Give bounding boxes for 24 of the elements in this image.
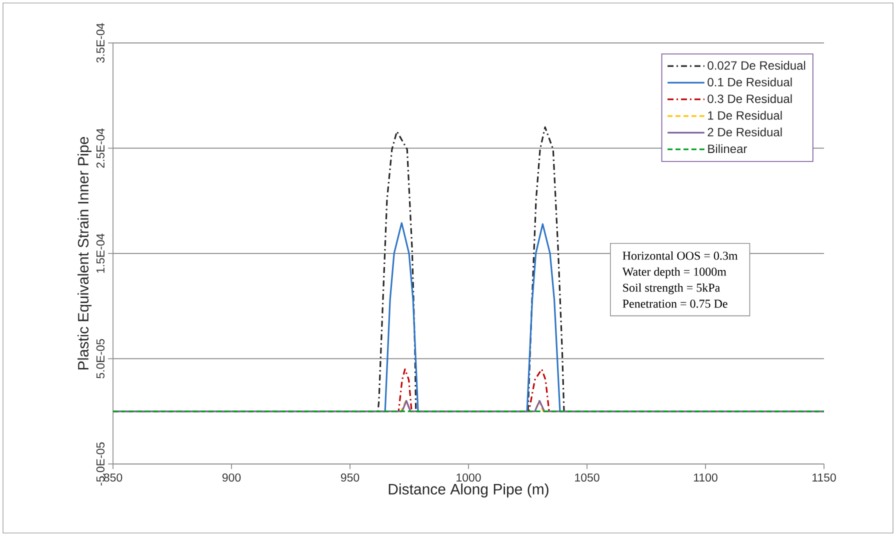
annotation: Horizontal OOS = 0.3m bbox=[622, 251, 738, 260]
legend-label: 1 De Residual bbox=[708, 110, 782, 120]
y-tick-label: 5.0E-05 bbox=[96, 339, 105, 378]
legend-label: 0.3 De Residual bbox=[708, 94, 792, 104]
x-tick-label: 850 bbox=[104, 473, 122, 482]
annotation: Penetration = 0.75 De bbox=[622, 300, 728, 308]
annotation: Water depth = 1000m bbox=[622, 267, 726, 278]
x-tick-label: 1000 bbox=[456, 473, 481, 482]
y-axis-title: Plastic Equivalent Strain Inner Pipe bbox=[78, 137, 92, 370]
y-tick-label: 2.5E-04 bbox=[96, 128, 105, 168]
x-tick-label: 1150 bbox=[812, 473, 836, 482]
x-tick-label: 900 bbox=[222, 473, 241, 482]
x-tick-label: 1050 bbox=[575, 473, 600, 482]
x-tick-label: 1100 bbox=[694, 473, 718, 482]
legend-label: Bilinear bbox=[708, 144, 747, 154]
y-tick-label: 3.5E-04 bbox=[96, 23, 105, 63]
y-tick-label: 1.5E-04 bbox=[96, 234, 105, 273]
y-tick-label: -5.0E-05 bbox=[96, 442, 105, 486]
x-axis-title: Distance Along Pipe (m) bbox=[388, 483, 548, 498]
legend-label: 2 De Residual bbox=[708, 128, 782, 136]
x-tick-label: 950 bbox=[340, 473, 360, 482]
legend-label: 0.1 De Residual bbox=[708, 78, 792, 86]
annotation: Soil strength = 5kPa bbox=[623, 283, 720, 294]
legend-label: 0.027 De Residual bbox=[708, 60, 806, 70]
